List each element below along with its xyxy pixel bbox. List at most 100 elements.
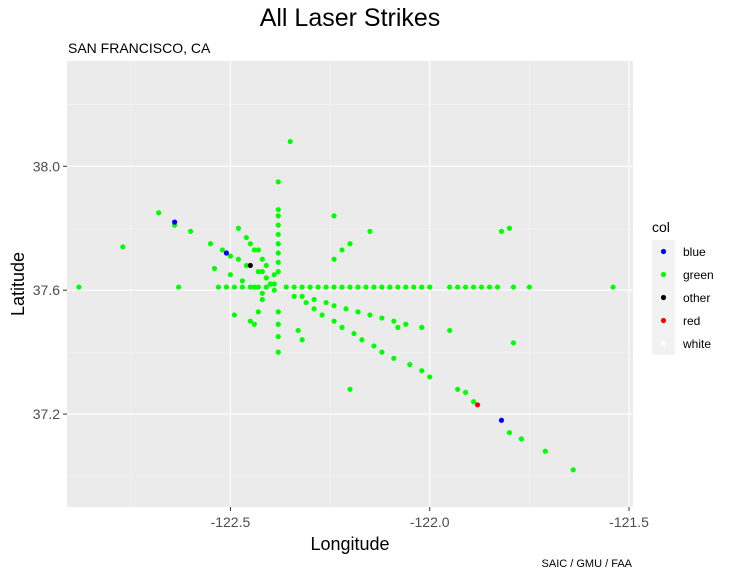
data-points	[76, 138, 616, 473]
legend-swatch-red	[660, 317, 667, 324]
point-green	[478, 284, 485, 290]
point-green	[395, 284, 401, 290]
point-green	[355, 284, 361, 290]
point-green	[271, 281, 277, 287]
point-green	[231, 284, 238, 290]
point-green	[271, 272, 277, 278]
point-green	[494, 284, 501, 290]
point-green	[419, 324, 425, 330]
point-green	[176, 284, 182, 290]
point-green	[347, 284, 353, 290]
point-green	[299, 337, 305, 343]
y-axis-label: Latitude	[8, 252, 28, 316]
point-blue	[172, 219, 178, 225]
point-green	[243, 234, 249, 241]
point-green	[243, 262, 249, 269]
point-green	[395, 324, 401, 330]
point-green	[187, 228, 194, 234]
point-green	[331, 256, 337, 262]
point-green	[506, 225, 513, 231]
point-green	[570, 467, 576, 473]
point-green	[275, 334, 281, 340]
point-green	[367, 312, 373, 318]
point-green	[275, 179, 281, 185]
point-green	[407, 361, 413, 368]
point-green	[363, 284, 369, 290]
x-tick-label: -121.5	[609, 514, 649, 530]
point-green	[275, 241, 281, 247]
grid-minor	[67, 61, 633, 507]
point-green	[227, 253, 234, 259]
point-green	[447, 327, 453, 334]
point-green	[391, 355, 397, 361]
x-axis-label: Longitude	[310, 534, 389, 554]
point-other	[247, 262, 253, 269]
point-green	[510, 340, 517, 346]
point-green	[259, 296, 265, 303]
legend-label-white: white	[682, 337, 711, 351]
point-green	[295, 327, 301, 334]
x-tick-label: -122.0	[410, 514, 450, 530]
point-green	[367, 228, 373, 234]
point-green	[379, 349, 385, 355]
point-green	[215, 284, 222, 290]
point-green	[462, 389, 469, 396]
point-green	[263, 275, 269, 281]
point-green	[359, 337, 365, 343]
point-green	[259, 256, 265, 262]
point-green	[403, 321, 409, 327]
point-green	[323, 299, 329, 306]
point-green	[263, 284, 269, 290]
point-green	[343, 306, 349, 312]
point-green	[307, 284, 313, 290]
point-green	[323, 284, 329, 290]
point-green	[427, 284, 433, 290]
point-green	[299, 293, 305, 299]
point-green	[610, 284, 616, 290]
chart-title: All Laser Strikes	[259, 4, 441, 32]
point-green	[259, 269, 265, 275]
point-green	[251, 321, 257, 327]
point-green	[239, 284, 245, 290]
axis-ticks: -122.5 -122.0 -121.5 37.2 37.6 38.0	[33, 158, 649, 530]
point-green	[263, 262, 269, 269]
point-green	[235, 225, 241, 231]
point-green	[275, 321, 281, 327]
grid-major	[67, 61, 633, 507]
point-green	[498, 228, 505, 234]
point-green	[379, 315, 385, 321]
point-green	[319, 312, 325, 318]
point-green	[255, 269, 261, 275]
point-green	[331, 318, 337, 324]
point-green	[255, 247, 261, 253]
point-green	[311, 296, 317, 303]
point-green	[247, 284, 253, 290]
y-tick-label: 38.0	[33, 158, 60, 174]
point-green	[299, 284, 305, 290]
point-green	[311, 306, 317, 312]
point-green	[315, 284, 321, 290]
point-green	[355, 309, 361, 315]
legend-swatch-white	[660, 340, 667, 347]
point-green	[455, 386, 461, 392]
point-green	[331, 213, 337, 219]
point-green	[351, 330, 357, 337]
point-green	[247, 241, 253, 247]
point-green	[275, 213, 281, 219]
chart-subtitle: SAN FRANCISCO, CA	[68, 40, 211, 56]
point-green	[339, 284, 345, 290]
point-green	[339, 247, 345, 253]
point-blue	[223, 250, 230, 256]
point-green	[518, 436, 524, 442]
point-green	[387, 284, 393, 290]
point-green	[486, 284, 493, 290]
point-green	[371, 284, 377, 290]
point-green	[207, 241, 214, 247]
point-green	[331, 284, 337, 290]
legend-label-other: other	[683, 291, 710, 305]
point-red	[474, 402, 481, 408]
point-green	[470, 284, 477, 290]
point-green	[251, 247, 257, 253]
point-green	[347, 241, 353, 247]
point-green	[287, 138, 293, 145]
